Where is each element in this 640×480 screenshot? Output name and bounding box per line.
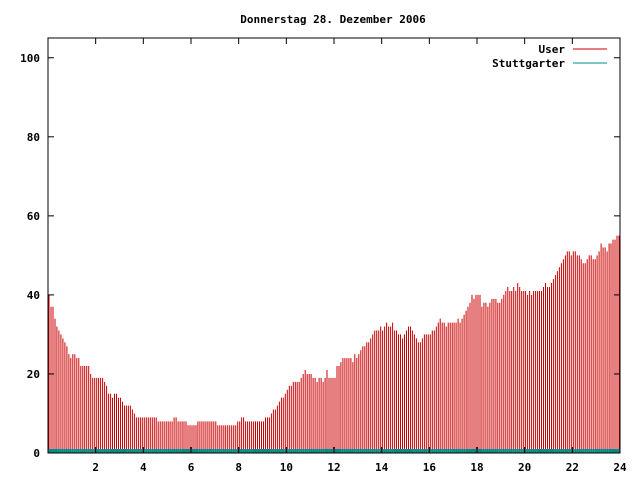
legend-label: Stuttgarter bbox=[492, 57, 565, 70]
x-tick-label: 2 bbox=[92, 461, 99, 474]
series-user bbox=[48, 235, 620, 453]
y-tick-label: 0 bbox=[33, 447, 40, 460]
y-tick-label: 80 bbox=[27, 131, 40, 144]
x-tick-label: 20 bbox=[518, 461, 531, 474]
chart-title: Donnerstag 28. Dezember 2006 bbox=[240, 13, 426, 26]
x-tick-label: 8 bbox=[235, 461, 242, 474]
x-tick-label: 10 bbox=[280, 461, 293, 474]
y-tick-label: 100 bbox=[20, 52, 40, 65]
x-tick-label: 16 bbox=[423, 461, 437, 474]
plot-area bbox=[48, 235, 620, 453]
y-tick-label: 40 bbox=[27, 289, 40, 302]
x-tick-label: 12 bbox=[327, 461, 340, 474]
y-tick-label: 60 bbox=[27, 210, 40, 223]
legend-label: User bbox=[539, 43, 566, 56]
series-stuttgarter bbox=[48, 449, 620, 453]
x-tick-label: 22 bbox=[566, 461, 579, 474]
x-tick-label: 4 bbox=[140, 461, 147, 474]
x-tick-label: 18 bbox=[470, 461, 483, 474]
x-tick-label: 14 bbox=[375, 461, 389, 474]
y-tick-label: 20 bbox=[27, 368, 40, 381]
x-tick-label: 6 bbox=[188, 461, 195, 474]
plot-frame bbox=[47, 37, 621, 454]
x-tick-label: 24 bbox=[613, 461, 627, 474]
